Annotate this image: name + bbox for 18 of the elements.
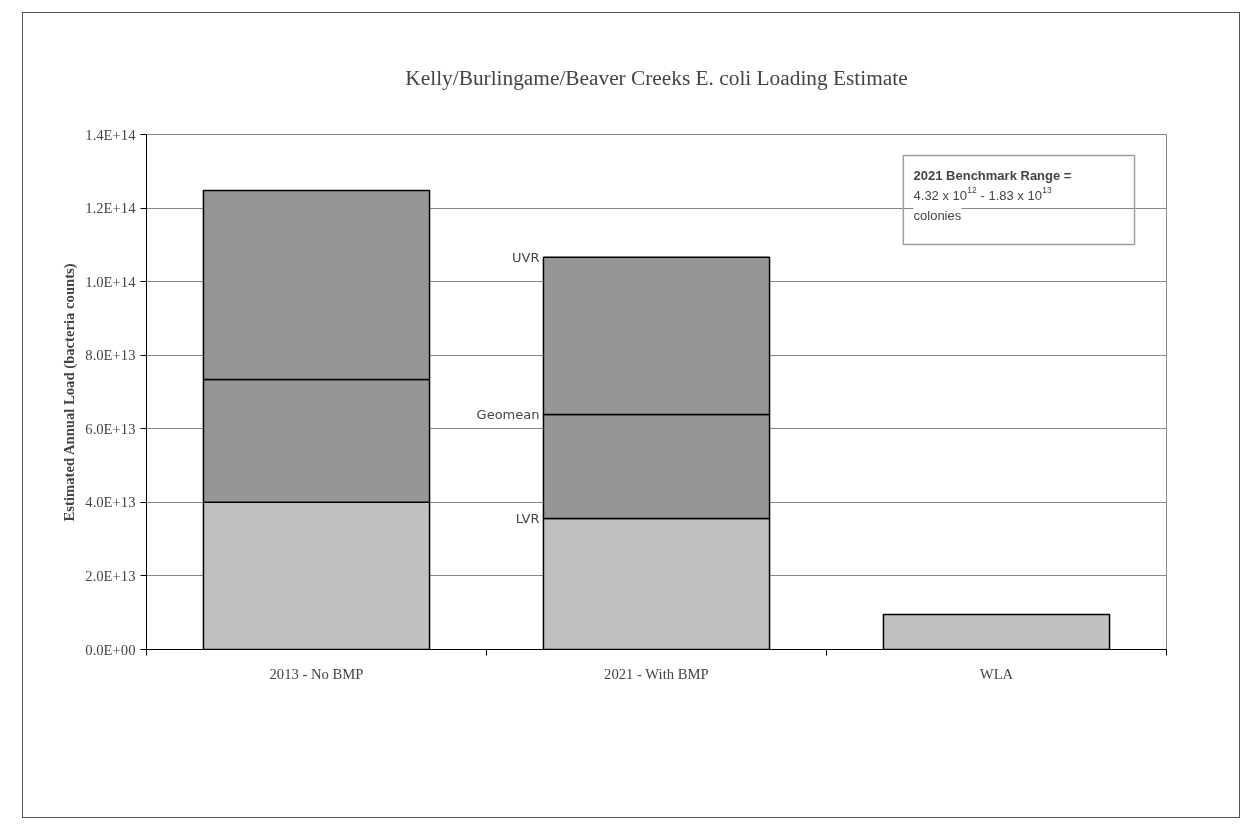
y-tick-label: 4.0E+13 — [85, 494, 136, 511]
annotation: colonies — [913, 207, 962, 223]
annotation: 2021 Benchmark Range = — [913, 167, 1072, 183]
x-tick-label: WLA — [979, 665, 1014, 682]
chart-title: Kelly/Burlingame/Beaver Creeks E. coli Loading Estimate — [405, 65, 908, 90]
y-tick-label: 1.4E+14 — [85, 126, 137, 143]
y-axis-title: Estimated Annual Load (bacteria counts) — [61, 263, 79, 522]
y-tick-label: 6.0E+13 — [85, 420, 136, 437]
y-tick-label: 2.0E+13 — [85, 567, 136, 584]
x-tick-label: 2013 - No BMP — [269, 665, 364, 682]
series-label: LVR — [515, 511, 540, 527]
series-label: UVR — [512, 249, 540, 265]
x-tick-label: 2021 - With BMP — [604, 665, 709, 682]
y-tick-label: 8.0E+13 — [85, 347, 136, 364]
y-tick-label: 0.0E+00 — [85, 641, 136, 658]
series-label: Geomean — [476, 406, 540, 422]
y-tick-label: 1.0E+14 — [85, 273, 137, 290]
y-tick-label: 1.2E+14 — [85, 200, 137, 217]
